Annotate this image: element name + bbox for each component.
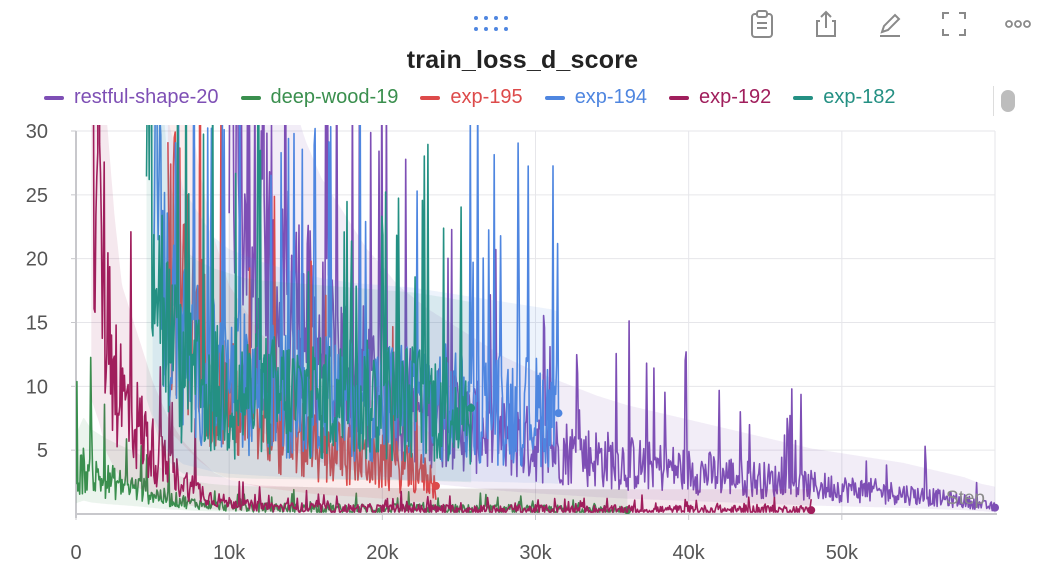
edit-pencil-icon[interactable] [870,6,910,42]
series-end-point [431,481,440,490]
legend-label: restful-shape-20 [74,86,219,108]
series-exp-192 [91,125,816,514]
series-band [76,417,628,513]
series-line [228,125,996,512]
legend-swatch [793,95,814,100]
y-tick-label: 10 [26,376,48,398]
legend-swatch [240,95,261,100]
x-tick-label: 0 [70,542,81,564]
panel-toolbar [742,6,1038,42]
legend-item-restful-shape-20[interactable]: restful-shape-20 [44,86,219,109]
clipboard-icon[interactable] [742,6,782,42]
fullscreen-icon[interactable] [934,6,974,42]
x-tick-label: 50k [826,542,859,564]
legend-scroll-toggle[interactable] [993,86,1022,116]
chart-legend: restful-shape-20 deep-wood-19 exp-195 exp-1… [44,86,918,109]
legend-item-exp-195[interactable]: exp-195 [420,86,523,109]
series-line [76,356,628,513]
x-axis-label: Step [946,488,985,509]
series-exp-182 [145,125,476,483]
x-tick-label: 30k [519,542,552,564]
y-tick-label: 15 [26,313,48,335]
legend-swatch [420,95,441,100]
series-line [92,125,812,513]
legend-label: exp-195 [450,86,523,108]
legend-swatch [44,95,64,100]
x-tick-label: 20k [366,542,399,564]
y-tick-label: 30 [26,121,48,143]
y-tick-label: 20 [26,249,48,271]
legend-label: exp-182 [823,86,896,108]
y-tick-label: 5 [37,440,48,462]
legend-item-exp-194[interactable]: exp-194 [544,86,647,109]
legend-item-deep-wood-19[interactable]: deep-wood-19 [240,86,399,109]
legend-label: exp-192 [698,86,772,108]
legend-label: deep-wood-19 [270,86,399,108]
legend-swatch [668,95,689,100]
series-end-point [807,506,816,514]
series-end-point [467,404,476,413]
x-tick-label: 10k [213,542,246,564]
share-icon[interactable] [806,6,846,42]
more-icon[interactable] [998,6,1038,42]
legend-item-exp-182[interactable]: exp-182 [793,86,896,109]
legend-scroll-knob-icon [1001,90,1015,112]
drag-handle-icon[interactable] [472,14,520,36]
series-end-point [554,409,563,418]
plot-area [76,125,999,514]
legend-item-exp-192[interactable]: exp-192 [668,86,772,109]
series-end-point [991,503,999,512]
legend-swatch [544,95,565,100]
y-tick-label: 25 [26,185,48,207]
series-line [145,125,472,465]
x-tick-label: 40k [673,542,706,564]
chart-title: train_loss_d_score [406,46,639,74]
legend-label: exp-194 [574,86,647,108]
series-line [151,125,560,468]
